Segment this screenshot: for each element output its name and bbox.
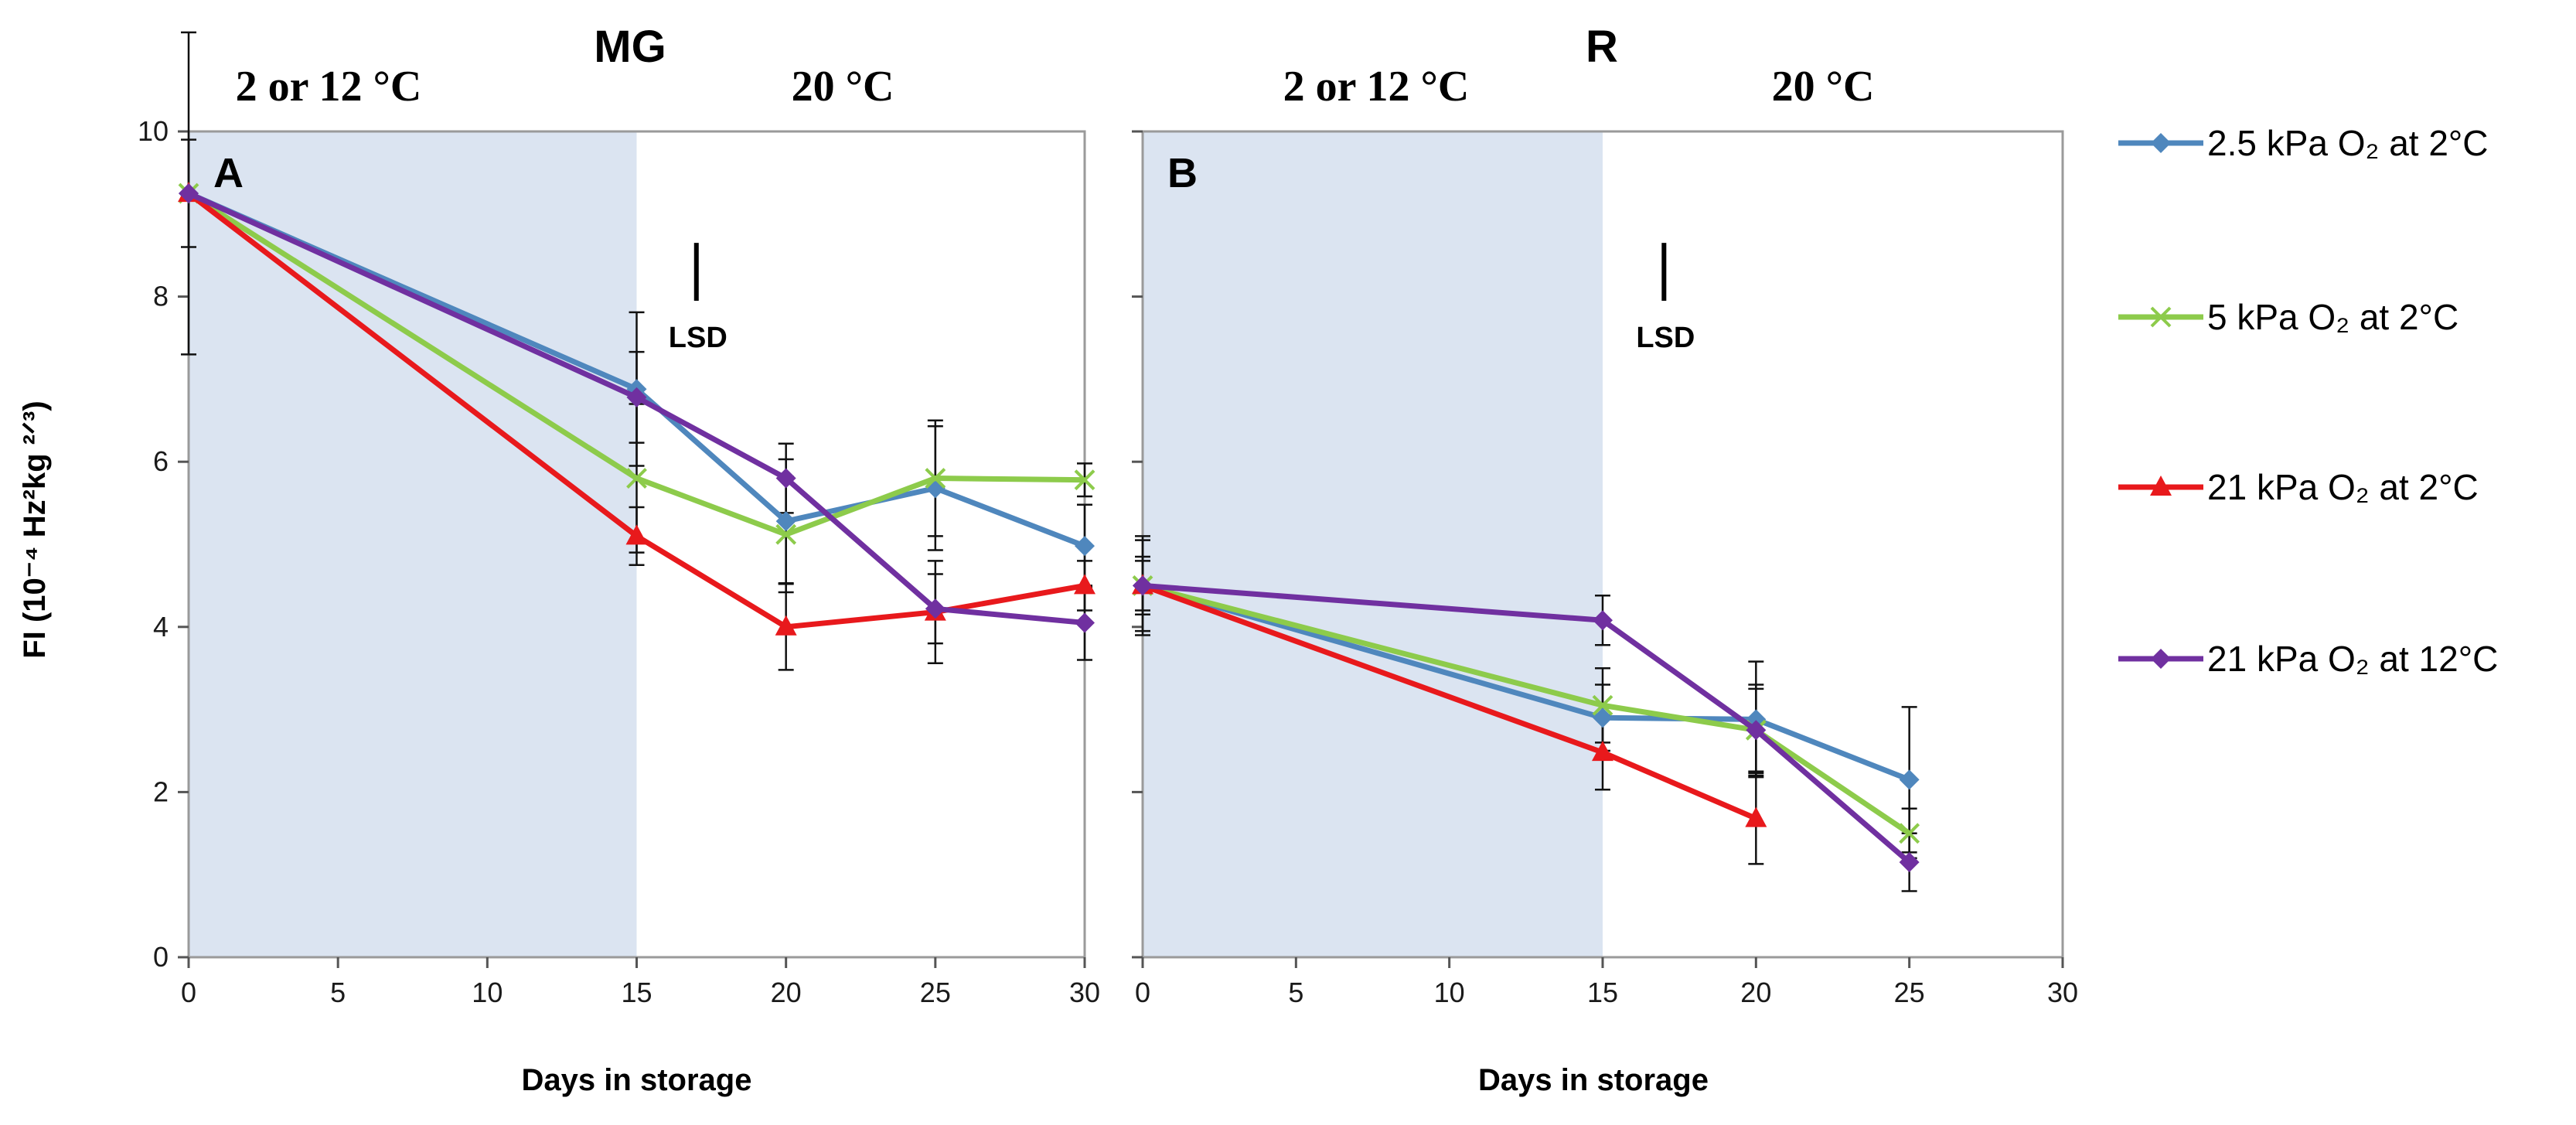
legend-label: 21 kPa O₂ at 12°C — [2207, 639, 2498, 679]
panel-title: MG — [594, 22, 666, 72]
lsd-label: LSD — [1636, 322, 1695, 354]
series-2 — [178, 182, 1095, 545]
series-line — [1142, 583, 1911, 836]
x-axis-title: Days in storage — [1478, 1063, 1709, 1097]
legend-label: 21 kPa O₂ at 2°C — [2207, 467, 2479, 507]
region-label-warm: 20 °C — [1772, 63, 1875, 111]
data-point — [1593, 610, 1613, 631]
data-point — [1745, 806, 1767, 827]
x-tick-label: 0 — [181, 977, 196, 1008]
x-tick-label: 5 — [1288, 977, 1303, 1008]
region-label-warm: 20 °C — [792, 63, 894, 111]
y-tick-label: 10 — [138, 115, 169, 147]
x-tick-label: 25 — [920, 977, 951, 1008]
data-point — [1593, 707, 1613, 728]
data-point — [1746, 720, 1767, 741]
legend-entry-3: 21 kPa O₂ at 2°C — [2118, 467, 2479, 507]
x-tick-label: 10 — [1434, 977, 1465, 1008]
data-point — [925, 598, 946, 619]
data-point — [1899, 823, 1920, 844]
x-tick-label: 30 — [2047, 977, 2078, 1008]
y-tick-label: 2 — [153, 776, 169, 807]
legend-entry-1: 2.5 kPa O₂ at 2°C — [2118, 123, 2489, 163]
legend: 2.5 kPa O₂ at 2°C 5 kPa O₂ at 2°C 21 kPa O… — [2118, 123, 2498, 679]
region-label-cold: 2 or 12 °C — [1283, 63, 1470, 111]
x-tick-label: 20 — [1740, 977, 1771, 1008]
data-point — [179, 183, 199, 204]
panel-title: R — [1586, 22, 1618, 72]
region-label-cold: 2 or 12 °C — [236, 63, 422, 111]
data-point — [1075, 536, 1095, 557]
x-tick-label: 10 — [472, 977, 503, 1008]
data-point — [1133, 575, 1153, 596]
y-axis-title: FI (10⁻⁴ Hz²kg ²ᐟ³) — [18, 401, 52, 658]
legend-label: 5 kPa O₂ at 2°C — [2207, 297, 2458, 337]
data-point — [1074, 469, 1095, 491]
data-point — [1592, 694, 1613, 716]
series-4 — [1133, 575, 1920, 873]
error-bars-series-3 — [629, 506, 1092, 671]
data-point — [1075, 612, 1095, 633]
chart-panel-a: 0 2 4 6 8 10 0 5 10 15 20 25 30 Days in storage MG 2 or… — [138, 22, 1100, 1097]
panel-letter: B — [1167, 150, 1198, 196]
legend-label: 2.5 kPa O₂ at 2°C — [2207, 123, 2489, 163]
legend-marker — [2151, 649, 2171, 669]
data-point — [626, 468, 647, 489]
data-point — [1592, 741, 1613, 762]
data-point — [625, 524, 648, 545]
x-tick-label: 0 — [1135, 977, 1150, 1008]
data-point — [925, 468, 946, 489]
data-point — [1899, 769, 1920, 790]
legend-entry-4: 21 kPa O₂ at 12°C — [2118, 639, 2498, 679]
legend-entry-2: 5 kPa O₂ at 2°C — [2118, 297, 2458, 337]
data-point — [775, 523, 797, 545]
x-tick-label: 5 — [330, 977, 346, 1008]
series-3 — [178, 182, 1095, 636]
legend-marker — [2151, 133, 2171, 153]
y-tick-label: 6 — [153, 445, 169, 477]
lsd-label: LSD — [669, 322, 727, 354]
x-tick-label: 20 — [771, 977, 802, 1008]
chart-panel-b: 0 5 10 15 20 25 30 Days in storage R 2 or 12 °C 20… — [1132, 22, 2078, 1097]
x-tick-label: 15 — [621, 977, 652, 1008]
y-tick-label: 4 — [153, 611, 169, 643]
series-line — [1142, 582, 1911, 864]
x-tick-label: 15 — [1587, 977, 1618, 1008]
shaded-region — [189, 131, 637, 957]
x-tick-label: 30 — [1069, 977, 1100, 1008]
y-tick-label: 8 — [153, 281, 169, 312]
data-point — [1074, 574, 1095, 595]
data-point — [1899, 852, 1920, 873]
data-point — [775, 615, 797, 636]
y-tick-label: 0 — [153, 941, 169, 973]
panel-letter: A — [213, 150, 244, 196]
data-point — [775, 511, 796, 532]
x-axis-title: Days in storage — [522, 1063, 752, 1097]
shaded-region — [1143, 131, 1603, 957]
data-point — [626, 387, 647, 407]
legend-marker — [2150, 306, 2172, 328]
data-point — [775, 468, 796, 489]
x-tick-label: 25 — [1894, 977, 1925, 1008]
series-4 — [179, 183, 1095, 633]
legend-marker — [2150, 476, 2172, 496]
